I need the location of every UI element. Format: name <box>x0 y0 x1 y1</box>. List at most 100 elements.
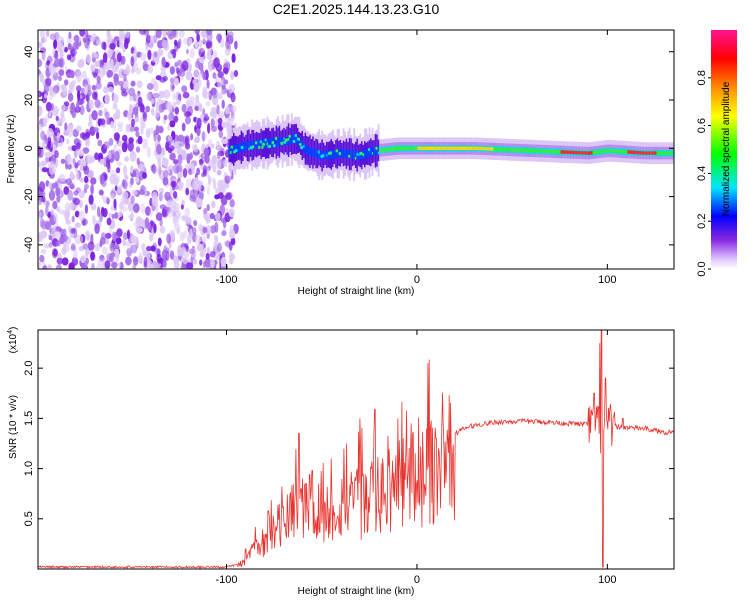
spectrogram-noise-cell <box>170 81 175 93</box>
spectrogram-peak-cell <box>661 151 663 155</box>
spectrogram-noise-cell <box>40 130 46 141</box>
spectrogram-core-cell <box>304 144 307 153</box>
spectrogram-peak-cell <box>566 150 569 154</box>
spectrogram-noise-cell <box>67 43 72 51</box>
spectrogram-noise-cell <box>79 235 84 244</box>
spectrogram-noise-cell <box>84 128 90 140</box>
spectrogram-noise-cell <box>157 49 162 58</box>
spectrogram-noise-cell <box>45 205 49 216</box>
spectrogram-noise-cell <box>202 35 206 44</box>
spectrogram-noise-cell <box>182 37 188 45</box>
spectrogram-noise-cell <box>112 93 119 104</box>
spectrogram-noise-cell <box>194 30 200 35</box>
spectrogram-noise-cell <box>113 73 119 82</box>
spectrogram-peak-cell <box>609 149 612 153</box>
spectrogram-noise-cell <box>68 262 75 269</box>
spectrogram-noise-cell <box>79 30 86 37</box>
spectrogram-noise-cell <box>116 167 121 174</box>
spectrogram-noise-cell <box>128 87 136 97</box>
spectrogram-noise-cell <box>101 246 109 255</box>
spectrogram-peak-cell <box>551 149 554 154</box>
spectrogram-y-ticks: -40 -20 0 20 40 <box>23 46 674 253</box>
spectrogram-noise-cell <box>52 90 56 98</box>
spectrogram-peak-cell <box>502 147 505 152</box>
spectrogram-peak-cell <box>539 149 541 153</box>
spectrogram-noise-cell <box>108 224 112 235</box>
spectrogram-peak-cell <box>632 150 634 154</box>
colorbar-tick-label: 0.4 <box>696 166 708 181</box>
spectrogram-noise-cell <box>166 30 173 37</box>
spectrogram-noise-cell <box>196 167 201 176</box>
spectrogram-noise-cell <box>194 234 201 245</box>
spectrogram-noise-cell <box>217 242 222 253</box>
spectrogram-noise-cell <box>161 208 167 218</box>
spectrogram-noise-cell <box>132 203 140 214</box>
spectrogram-noise-cell <box>206 30 213 36</box>
spectrogram-peak-cell <box>391 147 394 151</box>
spectrogram-core-cell <box>342 149 345 158</box>
spectrogram-noise-cell <box>77 90 81 101</box>
spectrogram-noise-cell <box>147 65 154 74</box>
spectrogram-noise-cell <box>228 36 233 45</box>
spectrogram-peak-cell <box>633 150 636 155</box>
spectrogram-noise-cell <box>79 150 85 156</box>
spectrogram-core-cell <box>290 135 293 144</box>
spectrogram-y-tick-label: 40 <box>23 46 35 58</box>
spectrogram-noise-cell <box>185 116 191 125</box>
spectrogram-noise-cell <box>163 114 168 121</box>
spectrogram-core-cell <box>301 141 304 150</box>
spectrogram-noise-cell <box>53 39 58 50</box>
spectrogram-core-cell <box>292 134 295 144</box>
spectrogram-peak-cell <box>578 151 581 155</box>
spectrogram-noise-cell <box>119 201 124 210</box>
spectrogram-y-tick-label: 20 <box>23 94 35 106</box>
spectrogram-noise-cell <box>38 69 42 75</box>
spectrogram-noise-cell <box>199 158 204 164</box>
spectrogram-noise-cell <box>124 174 129 181</box>
spectrogram-peak-cell <box>501 147 503 152</box>
spectrogram-peak-cell <box>230 145 234 149</box>
spectrogram-noise-cell <box>167 124 171 131</box>
spectrogram-noise-cell <box>59 117 64 124</box>
spectrogram-peak-cell <box>414 146 417 150</box>
spectrogram-noise-cell <box>38 161 41 168</box>
spectrogram-noise-cell <box>194 41 199 49</box>
spectrogram-noise-cell <box>135 131 140 138</box>
spectrogram-noise-cell <box>209 251 216 258</box>
spectrogram-peak-cell <box>408 146 410 150</box>
spectrogram-peak-cell <box>426 146 429 150</box>
spectrogram-noise-cell <box>117 124 123 133</box>
spectrogram-noise-cell <box>145 44 150 52</box>
spectrogram-core-cell <box>252 140 255 150</box>
spectrogram-noise-cell <box>165 101 173 111</box>
spectrogram-noise-cell <box>227 31 234 38</box>
snr-x-label: Height of straight line (km) <box>298 586 415 597</box>
spectrogram-peak-cell <box>380 148 383 152</box>
spectrogram-noise-cell <box>181 85 188 93</box>
spectrogram-core-cell <box>309 147 311 156</box>
spectrogram-noise-cell <box>180 264 187 269</box>
spectrogram-noise-cell <box>195 94 200 103</box>
spectrogram-noise-cell <box>88 113 93 124</box>
spectrogram-noise-cell <box>39 254 45 263</box>
spectrogram-core-cell <box>228 146 231 156</box>
spectrogram-core-cell <box>268 138 270 148</box>
spectrogram-noise-cell <box>44 151 52 158</box>
spectrogram-noise-cell <box>185 178 192 189</box>
spectrogram-noise-cell <box>202 72 206 81</box>
spectrogram-peak-cell <box>665 151 668 155</box>
spectrogram-noise-cell <box>44 93 48 99</box>
spectrogram-peak-cell <box>469 146 471 150</box>
spectrogram-noise-cell <box>103 61 107 72</box>
spectrogram-noise-cell <box>145 105 150 113</box>
spectrogram-noise-cell <box>48 241 53 248</box>
spectrogram-noise-cell <box>228 208 235 218</box>
spectrogram-noise-cell <box>185 187 190 196</box>
spectrogram-noise-cell <box>135 146 141 153</box>
spectrogram-peak-cell <box>603 149 605 153</box>
spectrogram-noise-cell <box>173 191 178 199</box>
spectrogram-core-cell <box>370 147 372 157</box>
spectrogram-noise-cell <box>106 217 112 226</box>
spectrogram-noise-cell <box>62 85 68 96</box>
